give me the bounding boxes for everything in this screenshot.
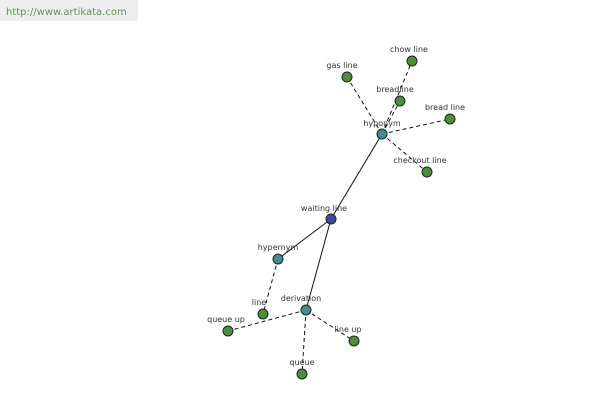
nodes xyxy=(222,55,456,380)
edge xyxy=(301,309,307,375)
node-label: bread line xyxy=(425,103,465,112)
node-label: hyponym xyxy=(363,119,401,128)
node-label: line xyxy=(252,298,267,307)
node-label: gas line xyxy=(326,61,357,70)
node[interactable] xyxy=(257,308,269,320)
node-label: line up xyxy=(334,325,361,334)
node[interactable] xyxy=(376,128,388,140)
node[interactable] xyxy=(348,335,360,347)
edge xyxy=(381,60,413,135)
node[interactable] xyxy=(272,253,284,265)
node-label: hypernym xyxy=(258,243,299,252)
node[interactable] xyxy=(296,368,308,380)
edge xyxy=(381,133,428,173)
edge xyxy=(305,218,332,311)
node-label: derivation xyxy=(281,294,321,303)
node-label: queue up xyxy=(207,315,245,324)
edge xyxy=(262,258,279,315)
node-label: checkout line xyxy=(393,156,446,165)
node[interactable] xyxy=(300,304,312,316)
node[interactable] xyxy=(325,213,337,225)
node[interactable] xyxy=(341,71,353,83)
node-label: breadline xyxy=(376,85,414,94)
node[interactable] xyxy=(222,325,234,337)
edge xyxy=(330,133,383,220)
edge xyxy=(381,100,401,135)
edges xyxy=(227,60,451,375)
node[interactable] xyxy=(406,55,418,67)
node-label: queue xyxy=(289,358,314,367)
header-url[interactable]: http://www.artikata.com xyxy=(6,7,127,18)
edge xyxy=(305,309,355,342)
node[interactable] xyxy=(394,95,406,107)
edge xyxy=(277,218,332,260)
node[interactable] xyxy=(421,166,433,178)
edge xyxy=(381,118,451,135)
header-bg xyxy=(0,0,138,21)
labels: waiting line hyponym hypernym derivation… xyxy=(207,45,465,367)
node-label: waiting line xyxy=(301,204,347,213)
node-label: chow line xyxy=(390,45,428,54)
node[interactable] xyxy=(444,113,456,125)
